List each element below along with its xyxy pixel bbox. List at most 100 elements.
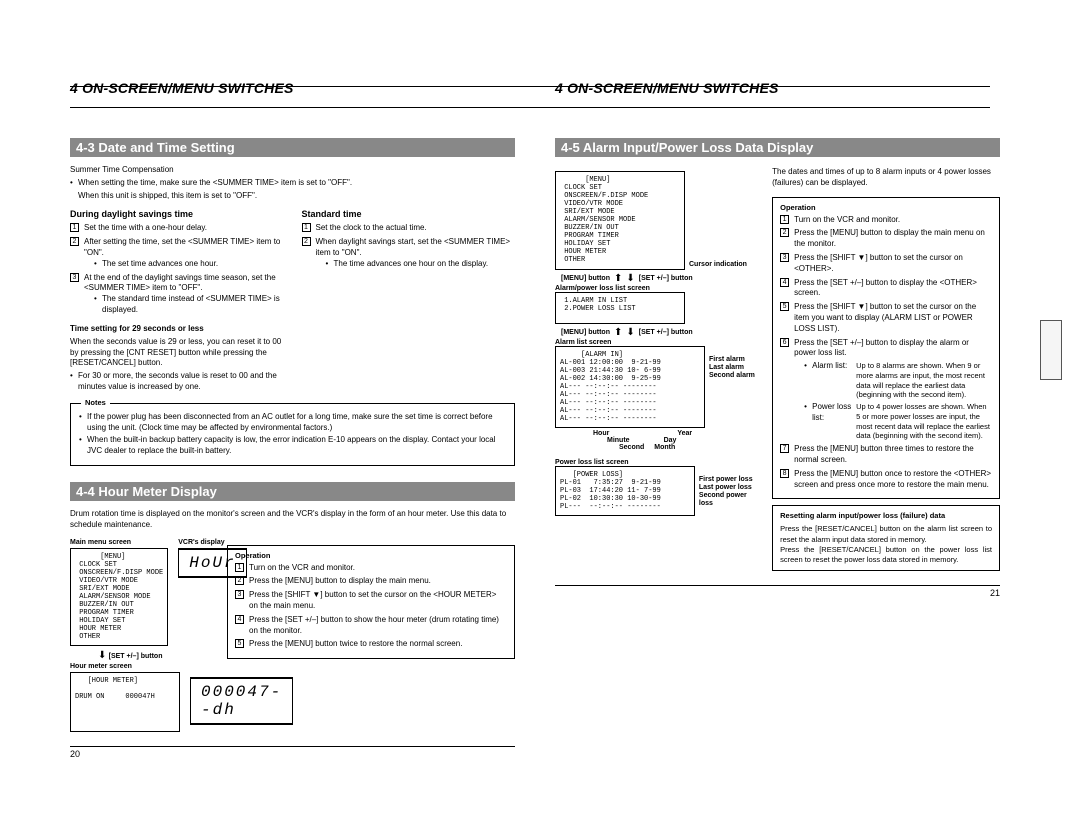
set-btn-label-r: [SET +/–] button: [639, 275, 693, 282]
hm-op-4: Press the [SET +/–] button to show the h…: [249, 615, 499, 635]
hm-screen: [HOUR METER] DRUM ON 000047H: [70, 672, 180, 732]
up-arrow-icon: ⬆: [614, 273, 622, 284]
menu-screen-right: [MENU] CLOCK SET ONSCREEN/F.DISP MODE VI…: [555, 171, 685, 270]
second-alarm-label: Second alarm: [709, 372, 755, 380]
step-num: 2: [70, 237, 79, 246]
step-num: 1: [302, 223, 311, 232]
menu-btn-label: [MENU] button: [561, 275, 610, 282]
op-title: Operation: [235, 551, 507, 560]
summer-time-intro: Summer Time Compensation When setting th…: [70, 165, 515, 201]
last-pl-label: Last power loss: [699, 484, 758, 492]
intro-45: The dates and times of up to 8 alarm inp…: [772, 167, 1000, 189]
op45-6: Press the [SET +/–] button to display th…: [794, 338, 969, 358]
main-menu-label: Main menu screen: [70, 539, 168, 546]
section-4-3: 4-3 Date and Time Setting: [70, 138, 515, 157]
menu-btn-label-2: [MENU] button: [561, 329, 610, 336]
page-number-left: 20: [70, 749, 515, 759]
main-menu-screen: [MENU] CLOCK SET ONSCREEN/F.DISP MODE VI…: [70, 548, 168, 647]
down-arrow-icon: ⬇: [626, 273, 634, 284]
hour-label: Hour: [593, 430, 609, 437]
down-arrow-icon: ⬇: [626, 327, 634, 338]
hm-operation-col: Operation 1Turn on the VCR and monitor. …: [227, 539, 515, 733]
hm-op-1: Turn on the VCR and monitor.: [249, 563, 355, 572]
op45-2: Press the [MENU] button to display the m…: [794, 228, 985, 248]
hm-op-5: Press the [MENU] button twice to restore…: [249, 639, 462, 648]
second-pl-label: Second power loss: [699, 492, 758, 508]
hm-screen-label: Hour meter screen: [70, 663, 180, 670]
daylight-s3-sub: The standard time instead of <SUMMER TIM…: [84, 294, 284, 316]
hm-row: Main menu screen [MENU] CLOCK SET ONSCRE…: [70, 539, 515, 733]
standard-s2: When daylight savings start, set the <SU…: [316, 237, 511, 257]
right-text-col: The dates and times of up to 8 alarm inp…: [772, 165, 1000, 571]
hm-op-3: Press the [SHIFT ▼] button to set the cu…: [249, 590, 496, 610]
footer-rule-left: [70, 746, 515, 747]
hm-op-2: Press the [MENU] button to display the m…: [249, 576, 431, 585]
spread: 4 ON-SCREEN/MENU SWITCHES 4-3 Date and T…: [0, 0, 1080, 779]
reset-title: Resetting alarm input/power loss (failur…: [780, 511, 992, 521]
chapter-title-right: 4 ON-SCREEN/MENU SWITCHES: [555, 80, 1000, 96]
page-left: 4 ON-SCREEN/MENU SWITCHES 4-3 Date and T…: [70, 80, 515, 759]
notes-label: Notes: [81, 398, 110, 408]
daylight-col: During daylight savings time 1Set the ti…: [70, 201, 284, 394]
hm-intro: Drum rotation time is displayed on the m…: [70, 509, 515, 531]
pl-list-text: Up to 4 power losses are shown. When 5 o…: [856, 402, 992, 441]
summer-line2: When this unit is shipped, this item is …: [70, 191, 515, 202]
down-arrow-set: ⬇ [SET +/–] button: [98, 650, 215, 661]
notes-box: Notes If the power plug has been disconn…: [70, 403, 515, 466]
alarm-list-text: Up to 8 alarms are shown. When 9 or more…: [856, 361, 992, 400]
alarm-screen: [ALARM IN] AL-001 12:00:00 9-21-99 AL-00…: [555, 346, 705, 428]
cursor-indication-label: Cursor indication: [689, 261, 747, 268]
chapter-title-left: 4 ON-SCREEN/MENU SWITCHES: [70, 80, 515, 96]
hm-operation-box: Operation 1Turn on the VCR and monitor. …: [227, 545, 515, 660]
last-alarm-label: Last alarm: [709, 364, 755, 372]
power-loss-label: Power loss list screen: [555, 459, 758, 466]
hm-op-steps: 1Turn on the VCR and monitor. 2Press the…: [235, 563, 507, 651]
standard-title: Standard time: [302, 209, 516, 219]
daylight-steps: 1Set the time with a one-hour delay. 2Af…: [70, 223, 284, 315]
standard-col: Standard time 1 Set the clock to the actu…: [302, 201, 516, 394]
alarm-diagrams: [MENU] CLOCK SET ONSCREEN/F.DISP MODE VI…: [555, 165, 758, 571]
first-alarm-label: First alarm: [709, 356, 755, 364]
standard-steps: 1 Set the clock to the actual time. 2 When…: [302, 223, 516, 269]
pl-list-lbl: Power loss list:: [794, 402, 852, 441]
reset-box: Resetting alarm input/power loss (failur…: [772, 505, 1000, 571]
time-29s-body: When the seconds value is 29 or less, yo…: [70, 337, 284, 369]
step-num: 2: [302, 237, 311, 246]
summer-title: Summer Time Compensation: [70, 165, 515, 176]
set-btn-label-r2: [SET +/–] button: [639, 329, 693, 336]
standard-s2-sub: The time advances one hour on the displa…: [316, 259, 516, 270]
op45-4: Press the [SET +/–] button to display th…: [794, 278, 977, 298]
first-pl-label: First power loss: [699, 476, 758, 484]
down-arrow-icon: ⬇: [98, 650, 106, 661]
op-title-45: Operation: [780, 203, 992, 212]
alarm-screen-label: Alarm list screen: [555, 339, 758, 346]
op45-5: Press the [SHIFT ▼] button to set the cu…: [794, 302, 976, 333]
page-right: 4 ON-SCREEN/MENU SWITCHES 4-5 Alarm Inpu…: [555, 80, 1000, 759]
time-29s-bullet: For 30 or more, the seconds value is res…: [70, 371, 284, 393]
alarm-list-lbl: Alarm list:: [794, 361, 852, 400]
alarm-list-label: Alarm/power loss list screen: [555, 285, 758, 292]
alarm-list-screen: 1.ALARM IN LIST 2.POWER LOSS LIST: [555, 292, 685, 324]
op45-1: Turn on the VCR and monitor.: [794, 215, 900, 224]
op45-8: Press the [MENU] button once to restore …: [794, 469, 991, 489]
day-label: Day: [664, 437, 677, 444]
footer-rule-right: [555, 585, 1000, 586]
up-arrow-icon: ⬆: [614, 327, 622, 338]
second-label: Second: [619, 444, 644, 451]
hm-menus: Main menu screen [MENU] CLOCK SET ONSCRE…: [70, 539, 215, 733]
right-cols: [MENU] CLOCK SET ONSCREEN/F.DISP MODE VI…: [555, 165, 1000, 571]
op45-3: Press the [SHIFT ▼] button to set the cu…: [794, 253, 963, 273]
reset-body: Press the [RESET/CANCEL] button on the a…: [780, 524, 992, 565]
power-loss-screen: [POWER LOSS] PL-01 7:35:27 9-21-99 PL-03…: [555, 466, 695, 516]
set-btn-label: [SET +/–] button: [109, 653, 163, 660]
standard-s1: Set the clock to the actual time.: [316, 223, 427, 232]
daylight-s2: After setting the time, set the <SUMMER …: [84, 237, 280, 257]
page-number-right: 21: [555, 588, 1000, 598]
thumb-tab: [1040, 320, 1062, 380]
minute-label: Minute: [607, 437, 630, 444]
year-label: Year: [677, 430, 692, 437]
op45-7: Press the [MENU] button three times to r…: [794, 444, 974, 464]
section-4-4: 4-4 Hour Meter Display: [70, 482, 515, 501]
daylight-s1: Set the time with a one-hour delay.: [84, 223, 207, 232]
daylight-s2-sub: The set time advances one hour.: [84, 259, 284, 270]
